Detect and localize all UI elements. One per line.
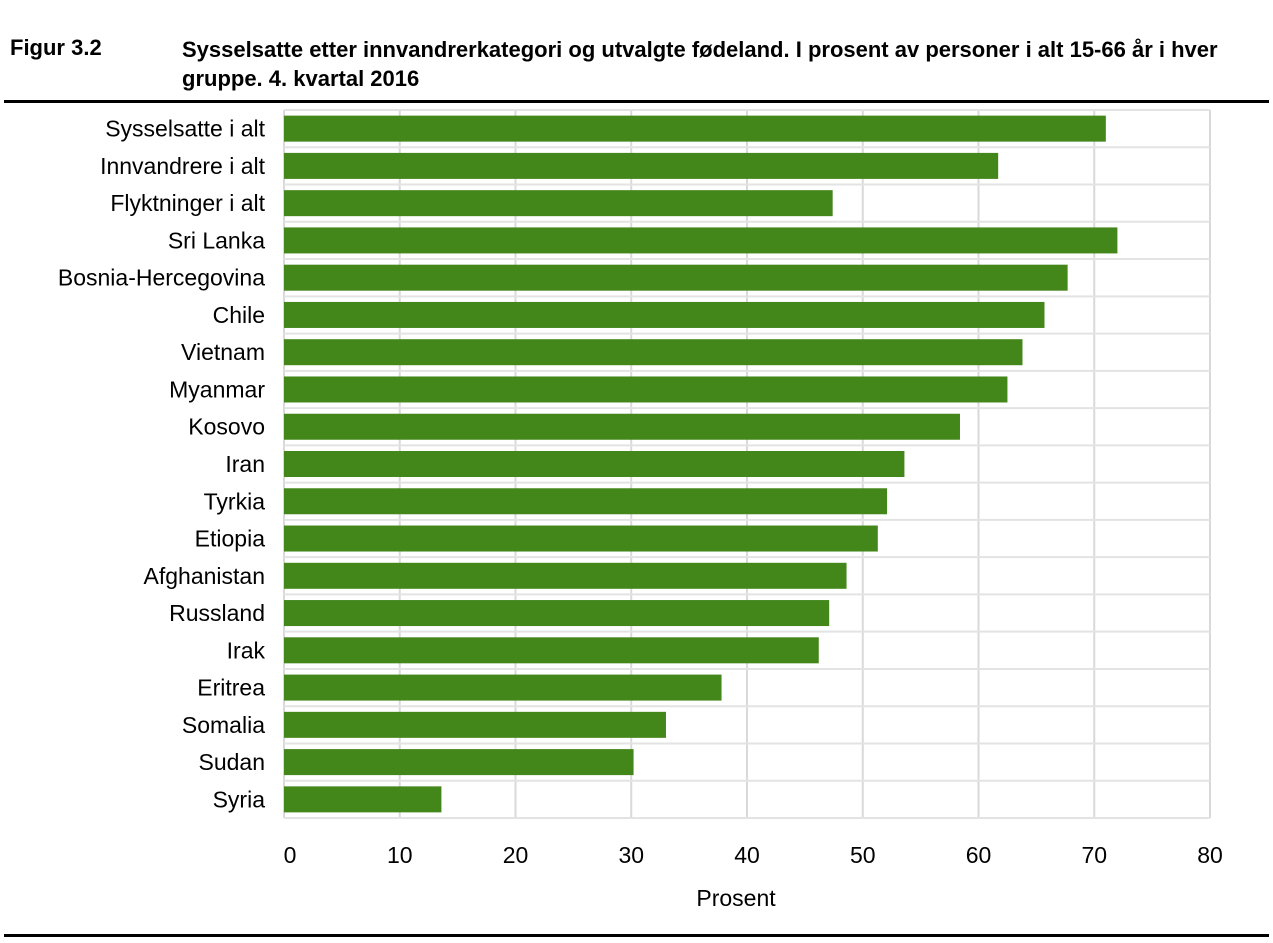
x-tick-label: 20 [503,842,529,868]
x-tick-label: 0 [284,842,297,868]
category-label: Tyrkia [204,488,266,514]
figure-title: Sysselsatte etter innvandrerkategori og … [182,37,1218,91]
x-tick-label: 70 [1081,842,1107,868]
x-tick-labels: 0 10 20 30 40 50 60 70 80 [284,842,1223,868]
bar [284,152,999,179]
bar [284,451,905,477]
x-tick-label: 40 [734,842,760,868]
bar [284,749,634,776]
bar [284,562,847,589]
category-label: Sri Lanka [168,227,265,253]
category-label: Afghanistan [144,563,265,589]
category-label: Russland [169,600,265,626]
bar [284,786,442,813]
x-tick-label: 60 [966,842,992,868]
bar [284,190,833,217]
bar [284,488,888,515]
bar [284,637,819,664]
category-label: Bosnia-Hercegovina [58,265,265,291]
x-tick-label: 30 [618,842,644,868]
category-label: Sysselsatte i alt [105,116,265,142]
bar [284,525,878,552]
x-tick-label: 10 [387,842,413,868]
bar [284,600,830,627]
bar [284,376,1008,403]
category-label: Flyktninger i alt [110,190,265,216]
category-label: Chile [213,302,265,328]
bar [284,674,722,701]
x-tick-label: 80 [1197,842,1223,868]
bar [284,339,1023,366]
category-label: Etiopia [195,526,266,552]
category-label: Somalia [182,712,265,738]
x-axis-label: Prosent [696,885,776,911]
bottom-rule [4,934,1269,937]
category-labels: Sysselsatte i alt Innvandrere i alt Flyktn… [58,116,266,813]
top-rule [4,100,1269,103]
bar [284,301,1045,328]
x-tick-label: 50 [850,842,876,868]
bar [284,227,1118,254]
bar [284,413,960,440]
category-label: Syria [213,786,266,812]
category-label: Innvandrere i alt [100,153,266,179]
category-label: Eritrea [197,675,265,701]
category-label: Irak [227,637,266,663]
bars [284,115,1118,813]
category-label: Sudan [198,749,265,775]
category-label: Vietnam [181,339,265,365]
bar [284,264,1068,291]
category-label: Kosovo [188,414,265,440]
category-label: Myanmar [169,376,265,402]
bar [284,115,1106,142]
bar [284,711,666,738]
figure-label: Figur 3.2 [10,35,102,60]
category-label: Iran [225,451,265,477]
